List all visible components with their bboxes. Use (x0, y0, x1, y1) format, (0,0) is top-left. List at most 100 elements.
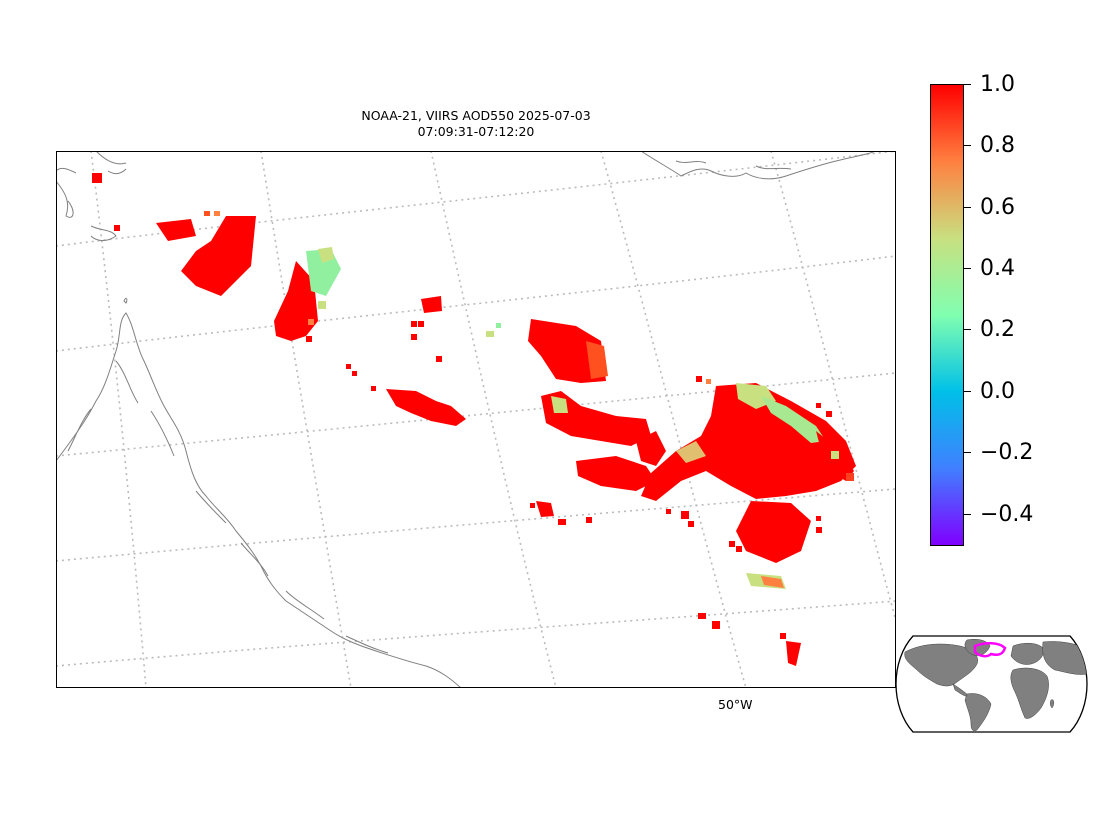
colorbar-tick (963, 207, 971, 208)
colorbar-tick-label: 0.2 (980, 317, 1015, 342)
aod-pixel (846, 473, 854, 481)
aod-pixel (436, 356, 442, 362)
colorbar-tick (963, 145, 971, 146)
parallel-line (56, 372, 896, 457)
meridian-line (90, 151, 147, 688)
aod-pixel (346, 364, 351, 369)
aod-pixel (816, 403, 821, 408)
colorbar-tick-label: 1.0 (980, 72, 1015, 97)
aod-pixel (352, 371, 357, 376)
aod-pixel (318, 301, 326, 309)
aod-cluster (586, 341, 608, 379)
aod-pixel (712, 621, 720, 629)
aod-pixel (666, 509, 671, 514)
aod-pixel (114, 225, 120, 231)
main-map (56, 151, 896, 688)
parallel-line (56, 488, 896, 562)
aod-pixel (698, 613, 706, 619)
aod-pixel (411, 321, 417, 327)
aod-pixel (706, 379, 711, 384)
aod-pixel (816, 527, 822, 533)
aod-pixel (530, 503, 535, 508)
aod-cluster (576, 456, 656, 491)
aod-cluster (676, 441, 706, 463)
coastline-small-island (123, 297, 128, 304)
map-subtitle-time-range: 07:09:31-07:12:20 (417, 124, 535, 139)
aod-pixels (92, 173, 856, 666)
longitude-label: 50°W (718, 697, 753, 712)
aod-pixel (418, 321, 424, 327)
coastline-svalbard (640, 151, 877, 180)
aod-pixel (92, 173, 102, 183)
colorbar-tick (963, 84, 971, 85)
aod-pixel (371, 386, 376, 391)
world-inset-map (895, 634, 1088, 734)
aod-pixel (736, 546, 742, 552)
aod-cluster (736, 501, 811, 563)
meridian-line (600, 151, 747, 688)
colorbar-tick-label: −0.2 (980, 440, 1034, 465)
colorbar-tick-label: 0.0 (980, 379, 1015, 404)
aod-pixel (826, 411, 832, 417)
europe (1010, 643, 1044, 665)
aod-cluster (761, 396, 826, 443)
colorbar-tick (963, 452, 971, 453)
aod-pixel (586, 517, 592, 523)
aod-pixel (204, 211, 210, 216)
aod-pixel (780, 633, 786, 639)
aod-cluster (551, 396, 568, 413)
aod-pixel (681, 511, 689, 519)
aod-cluster (636, 431, 666, 466)
aod-pixel (411, 334, 417, 340)
aod-cluster (421, 296, 442, 313)
aod-cluster (274, 261, 318, 341)
aod-pixel (306, 336, 312, 342)
south-america (964, 693, 992, 731)
map-title: NOAA-21, VIIRS AOD550 2025-07-03 (361, 108, 591, 123)
aod-pixel (696, 376, 702, 382)
coastline-greenland-inner (67, 360, 389, 654)
aod-pixel (688, 521, 694, 527)
meridian-line (260, 151, 352, 688)
colorbar-tick-label: −0.4 (980, 502, 1034, 527)
aod-pixel (308, 319, 314, 325)
aod-cluster (761, 576, 784, 588)
colorbar-tick (963, 514, 971, 515)
inset-land (904, 639, 1087, 731)
aod-pixel (831, 451, 839, 459)
aod-cluster (318, 247, 334, 263)
aod-cluster (786, 641, 801, 666)
madagascar (1050, 699, 1055, 709)
coastline-fragment (56, 151, 127, 175)
aod-pixel (816, 516, 821, 521)
coastline-svalbard-inner (675, 160, 792, 170)
colorbar-tick-label: 0.6 (980, 195, 1015, 220)
asia (1042, 641, 1087, 675)
colorbar (930, 84, 964, 546)
graticule (56, 151, 896, 688)
aod-pixel (496, 323, 501, 328)
colorbar-tick (963, 329, 971, 330)
aod-pixel (729, 541, 735, 547)
coastline-greenland-east (56, 312, 462, 688)
aod-pixel (486, 331, 494, 337)
parallel-line (56, 600, 896, 667)
meridian-line (430, 151, 557, 688)
colorbar-tick-label: 0.4 (980, 256, 1015, 281)
aod-cluster (306, 249, 341, 296)
colorbar-tick (963, 268, 971, 269)
aod-cluster (156, 219, 196, 241)
aod-cluster (386, 389, 466, 426)
africa (1010, 667, 1049, 719)
aod-cluster (528, 319, 606, 383)
coastline-iceland (56, 180, 117, 241)
aod-cluster (536, 501, 554, 517)
north-america (904, 643, 978, 687)
aod-pixel (214, 211, 220, 216)
aod-pixel (558, 519, 566, 525)
aod-cluster (641, 383, 856, 501)
coastlines (56, 151, 877, 688)
colorbar-tick-label: 0.8 (980, 133, 1015, 158)
colorbar-tick (963, 391, 971, 392)
aod-cluster (541, 391, 651, 446)
